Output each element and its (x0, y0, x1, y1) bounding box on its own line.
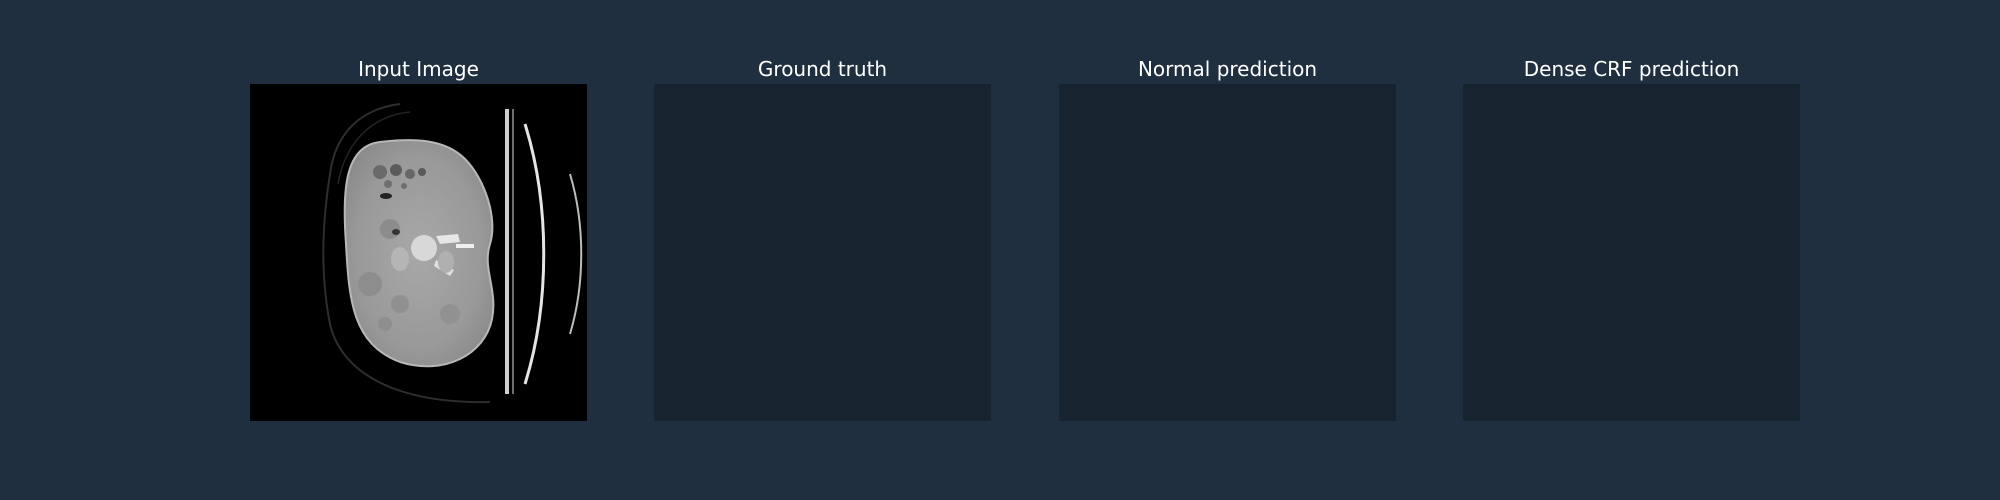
panel-title-normal-prediction: Normal prediction (1137, 57, 1318, 81)
panel-title-dense-crf-prediction: Dense CRF prediction (1523, 57, 1740, 81)
panel-title-input-image: Input Image (358, 57, 479, 81)
ct-scan-image (250, 84, 587, 421)
panel-title-ground-truth: Ground truth (757, 57, 888, 81)
dense-crf-prediction-panel (1463, 84, 1800, 421)
ground-truth-panel (654, 84, 991, 421)
normal-prediction-panel (1059, 84, 1396, 421)
input-image-panel (250, 84, 587, 421)
